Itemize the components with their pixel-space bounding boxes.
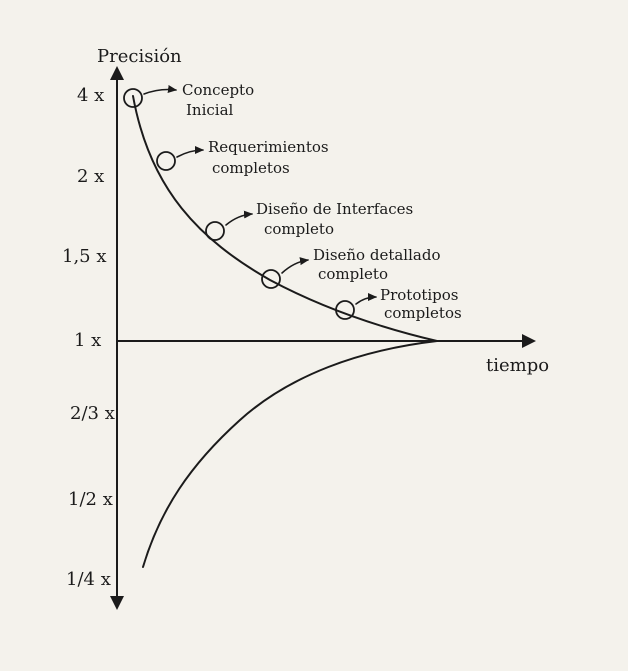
milestone-label-requerimientos: Requerimientos completos xyxy=(208,138,329,177)
annotation-arrow-diseno-detallado xyxy=(281,257,309,274)
annotation-arrow-prototipos xyxy=(355,293,377,305)
y-axis-arrow-up xyxy=(110,66,124,80)
milestone-circle-diseno-interfaces xyxy=(205,221,225,241)
milestone-label-line1: Concepto xyxy=(182,81,254,99)
milestone-label-line2: completos xyxy=(212,159,290,177)
y-axis-label: Precisión xyxy=(97,46,182,67)
milestone-circle-concepto-inicial xyxy=(123,88,143,108)
milestone-label-prototipos: Prototipos completos xyxy=(380,286,462,322)
annotation-arrow-concepto-inicial xyxy=(143,85,177,95)
y-tick-1x: 1 x xyxy=(74,330,101,351)
y-tick-1-2x: 1/2 x xyxy=(68,489,113,510)
lower-bound-curve xyxy=(142,340,438,568)
y-tick-2-3x: 2/3 x xyxy=(70,403,115,424)
milestone-label-diseno-detallado: Diseño detallado completo xyxy=(313,246,440,283)
y-tick-2x: 2 x xyxy=(77,166,104,187)
milestone-label-line2: completos xyxy=(384,304,462,322)
y-tick-1-4x: 1/4 x xyxy=(66,569,111,590)
annotation-arrow-requerimientos xyxy=(176,146,204,158)
milestone-circle-prototipos xyxy=(335,300,355,320)
milestone-label-line1: Prototipos xyxy=(380,286,459,304)
y-tick-4x: 4 x xyxy=(77,85,104,106)
milestone-label-line1: Requerimientos xyxy=(208,138,329,156)
milestone-circle-diseno-detallado xyxy=(261,269,281,289)
y-tick-1-5x: 1,5 x xyxy=(62,246,107,267)
milestone-circle-requerimientos xyxy=(156,151,176,171)
upper-bound-curve xyxy=(132,95,438,342)
milestone-label-line2: completo xyxy=(264,220,334,238)
milestone-label-line2: completo xyxy=(318,265,388,283)
milestone-label-line2: Inicial xyxy=(186,101,234,119)
annotation-arrow-diseno-interfaces xyxy=(225,210,253,226)
y-tick-labels: 4 x 2 x 1,5 x 1 x 2/3 x 1/2 x 1/4 x xyxy=(62,85,115,590)
milestone-label-diseno-interfaces: Diseño de Interfaces completo xyxy=(256,200,413,238)
x-axis-label: tiempo xyxy=(486,355,549,376)
milestone-label-line1: Diseño de Interfaces xyxy=(256,200,413,218)
milestone-label-line1: Diseño detallado xyxy=(313,246,440,264)
x-axis-arrow xyxy=(522,334,536,348)
milestone-label-concepto-inicial: Concepto Inicial xyxy=(182,81,254,119)
y-axis-arrow-down xyxy=(110,596,124,610)
